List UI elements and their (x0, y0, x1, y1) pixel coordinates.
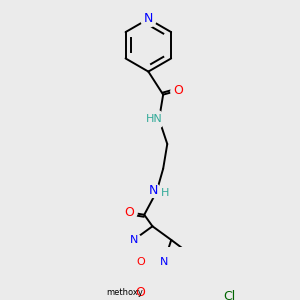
Text: N: N (160, 257, 168, 267)
Text: N: N (144, 12, 153, 26)
Text: O: O (135, 286, 145, 299)
Text: O: O (136, 257, 145, 267)
Text: N: N (148, 184, 158, 196)
Text: HN: HN (146, 114, 163, 124)
Text: methoxy: methoxy (106, 288, 143, 297)
Text: H: H (160, 188, 169, 198)
Text: O: O (173, 84, 183, 97)
Text: Cl: Cl (223, 290, 236, 300)
Text: N: N (130, 235, 138, 245)
Text: O: O (124, 206, 134, 219)
